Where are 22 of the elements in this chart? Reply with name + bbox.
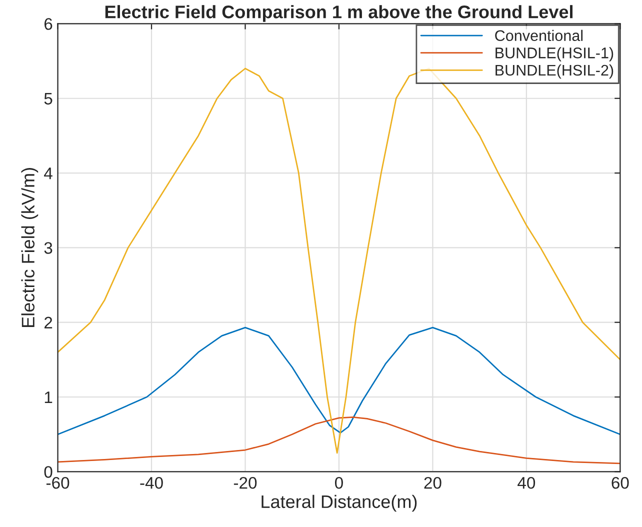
x-axis-title: Lateral Distance(m) xyxy=(262,494,417,512)
x-tick-label: -20 xyxy=(234,476,257,489)
y-tick-label: 5 xyxy=(44,92,52,105)
x-tick-label: -60 xyxy=(46,476,70,489)
y-tick-label: 4 xyxy=(44,168,52,180)
x-tick-label: 0 xyxy=(334,476,343,489)
y-tick-label: 3 xyxy=(44,242,52,254)
legend-label: BUNDLE(HSIL-1) xyxy=(496,47,614,62)
line-series xyxy=(58,416,620,464)
chart-title: Electric Field Comparison 1 m above the Ground Level xyxy=(105,5,572,22)
x-tick-label: 60 xyxy=(612,476,629,489)
y-tick-label: 6 xyxy=(44,18,52,30)
y-tick-label: 1 xyxy=(44,392,52,404)
x-tick-label: 40 xyxy=(518,476,536,489)
y-tick-label: 2 xyxy=(44,316,52,328)
y-axis-title: Electric Field (kV/m) xyxy=(21,168,38,327)
line-series xyxy=(58,326,620,436)
x-tick-label: 20 xyxy=(424,476,442,489)
legend-label: BUNDLE(HSIL-2) xyxy=(496,64,614,79)
y-tick-label: 0 xyxy=(44,466,52,478)
x-tick-label: -40 xyxy=(140,476,163,489)
legend-label: Conventional xyxy=(495,30,583,42)
